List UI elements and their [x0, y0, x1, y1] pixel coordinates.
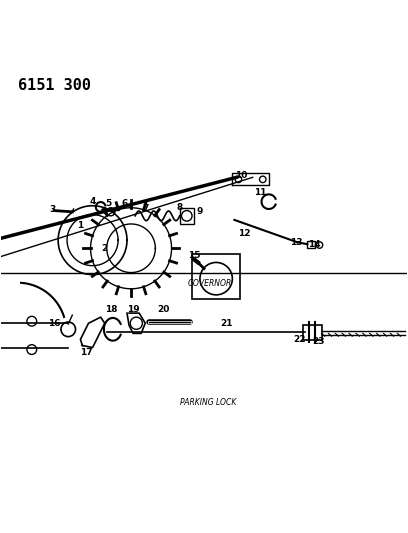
Text: 23: 23 — [313, 337, 325, 346]
Text: 18: 18 — [104, 304, 117, 313]
Text: 1: 1 — [77, 222, 84, 230]
Text: 22: 22 — [293, 335, 306, 344]
Text: 4: 4 — [89, 197, 96, 206]
Text: 3: 3 — [49, 205, 55, 214]
Text: GOVERNOR: GOVERNOR — [188, 279, 232, 288]
FancyBboxPatch shape — [180, 208, 194, 224]
FancyBboxPatch shape — [303, 325, 322, 340]
Text: 6: 6 — [122, 199, 128, 208]
Text: 12: 12 — [238, 229, 251, 238]
Text: 7: 7 — [142, 204, 149, 213]
Text: 17: 17 — [80, 348, 93, 357]
Text: 5: 5 — [106, 199, 112, 208]
Text: 11: 11 — [255, 188, 267, 197]
Text: 15: 15 — [188, 251, 200, 260]
Text: PARKING LOCK: PARKING LOCK — [180, 398, 236, 407]
Text: 21: 21 — [220, 319, 233, 328]
Text: 16: 16 — [48, 319, 60, 328]
Text: 6151 300: 6151 300 — [18, 78, 91, 93]
Text: 19: 19 — [127, 304, 140, 313]
FancyBboxPatch shape — [192, 254, 240, 299]
FancyBboxPatch shape — [307, 241, 315, 248]
Text: 2: 2 — [102, 244, 108, 253]
Text: 8: 8 — [177, 203, 183, 212]
Text: 20: 20 — [157, 304, 170, 313]
Text: 13: 13 — [290, 238, 303, 247]
Text: 10: 10 — [235, 171, 248, 180]
Text: 9: 9 — [197, 207, 203, 216]
Text: 14: 14 — [308, 240, 321, 249]
